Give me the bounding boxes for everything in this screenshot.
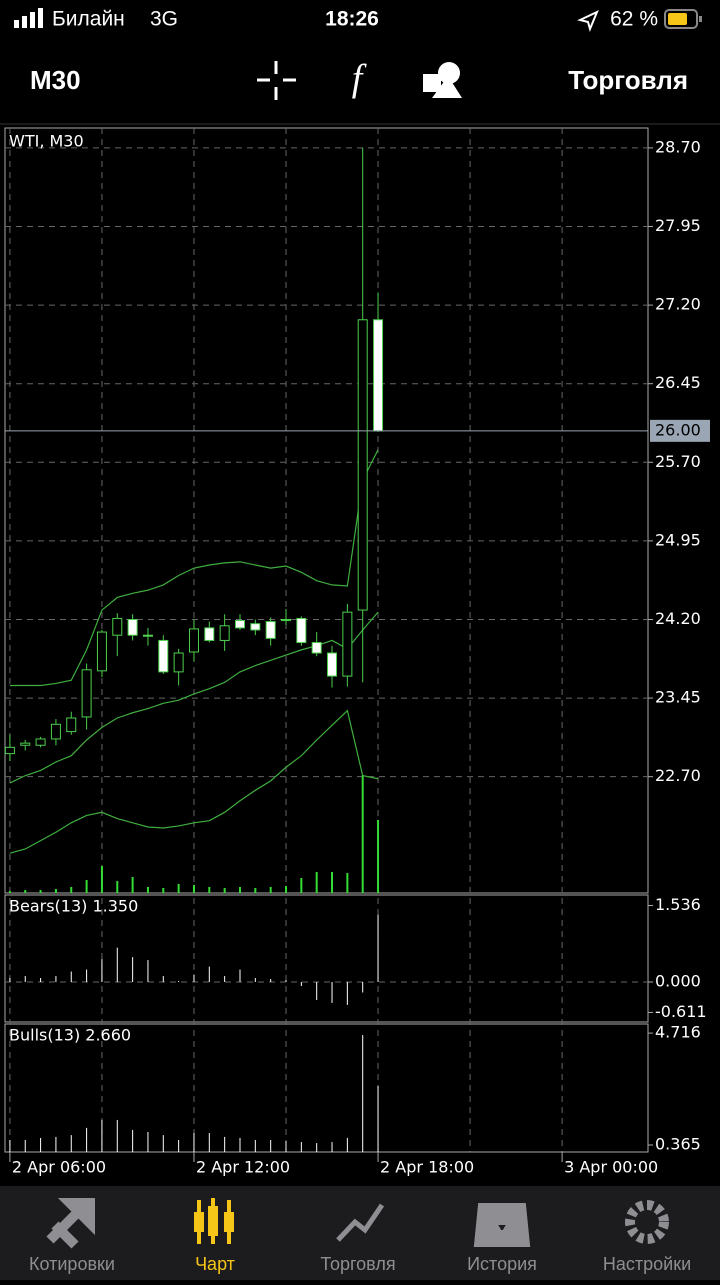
candle-body (173, 652, 184, 673)
chart-title: WTI, M30 (9, 132, 84, 151)
candle-body (112, 617, 123, 636)
candle-body (342, 611, 353, 677)
y-tick-label: 25.70 (655, 452, 701, 471)
y-tick-label: 0.000 (655, 972, 701, 991)
y-tick-label: 23.45 (655, 688, 701, 707)
candle-body (373, 319, 384, 432)
candle-body (20, 742, 31, 746)
candle-body (265, 621, 276, 639)
band-upper (9, 449, 379, 687)
battery-level: 62 % (610, 8, 658, 31)
objects-button[interactable] (423, 62, 462, 98)
candle-body (250, 623, 261, 631)
tab-settings[interactable]: Настройки (603, 1254, 691, 1274)
x-tick-label: 3 Apr 00:00 (564, 1158, 658, 1177)
trade-button[interactable]: Торговля (568, 65, 688, 95)
candle-body (327, 652, 338, 677)
y-tick-label: -0.611 (655, 1002, 707, 1021)
x-tick-label: 2 Apr 18:00 (380, 1158, 474, 1177)
x-tick-label: 2 Apr 12:00 (196, 1158, 290, 1177)
clock: 18:26 (325, 8, 379, 31)
carrier: Билайн (52, 8, 125, 31)
y-tick-label: 24.20 (655, 609, 701, 628)
candle-body (311, 642, 322, 654)
tab-bar: Котировки Чарт Торговля История Настройк… (0, 1186, 720, 1280)
x-tick-label: 2 Apr 06:00 (12, 1158, 106, 1177)
indicator-label: Bulls(13) 2.660 (9, 1026, 131, 1045)
tab-trade[interactable]: Торговля (320, 1254, 395, 1274)
candle-body (35, 738, 46, 746)
network: 3G (150, 8, 178, 31)
candle-body (188, 628, 199, 653)
candle-body (50, 723, 61, 740)
indicator-label: Bears(13) 1.350 (9, 897, 138, 916)
candle-body (127, 618, 138, 636)
candle-body (81, 669, 92, 718)
current-price-label: 26.00 (655, 420, 701, 439)
toolbar: M30 f Торговля (30, 58, 688, 100)
y-tick-label: 28.70 (655, 137, 701, 156)
crosshair-button[interactable] (257, 61, 296, 100)
tab-quotes[interactable]: Котировки (29, 1254, 115, 1274)
band-lower (9, 709, 379, 854)
y-tick-label: 27.20 (655, 295, 701, 314)
y-tick-label: 24.95 (655, 530, 701, 549)
y-tick-label: 22.70 (655, 766, 701, 785)
candle-body (281, 618, 292, 622)
candle-body (4, 746, 15, 755)
y-tick-label: 27.95 (655, 216, 701, 235)
y-tick-label: 26.45 (655, 373, 701, 392)
panel-frame (4, 127, 649, 894)
y-tick-label: 1.536 (655, 895, 701, 914)
current-price-box (650, 419, 710, 442)
candle-body (357, 319, 368, 611)
candle-body (296, 617, 307, 644)
candle-body (66, 717, 77, 733)
candle-body (204, 627, 215, 641)
candle-body (142, 634, 153, 637)
chart: 2 Apr 06:00 2 Apr 12:00 2 Apr 18:00 3 Apr 0… (4, 127, 710, 1177)
panel-frame (4, 894, 649, 1023)
tab-chart[interactable]: Чарт (195, 1254, 235, 1274)
candle-body (219, 625, 230, 641)
candle-body (96, 631, 107, 672)
timeframe-button[interactable]: M30 (30, 65, 81, 95)
tab-history[interactable]: История (467, 1254, 537, 1274)
y-tick-label: 0.365 (655, 1135, 701, 1154)
candle-body (158, 639, 169, 673)
y-tick-label: 4.716 (655, 1023, 701, 1042)
candle-body (234, 620, 245, 629)
status-bar: Билайн 3G 18:26 62 % (14, 8, 702, 33)
